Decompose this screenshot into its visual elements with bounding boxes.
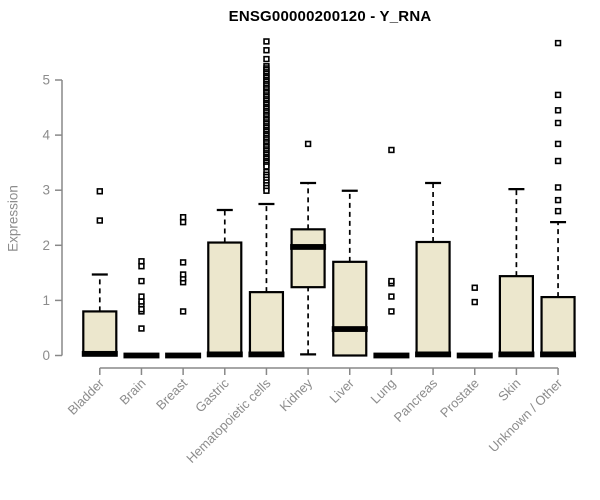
y-tick-label: 2: [42, 238, 50, 253]
outlier-point-hematopoietic-cells: [263, 38, 270, 45]
outlier-point-breast: [179, 308, 187, 315]
median-breast: [165, 352, 202, 359]
outlier-point-unknown-other: [554, 184, 562, 191]
outlier-point-bladder: [96, 217, 104, 224]
box-hematopoietic-cells: [248, 291, 285, 357]
box-kidney: [290, 228, 326, 289]
outlier-point-brain: [138, 293, 145, 300]
box-gastric: [207, 241, 243, 357]
outlier-point-brain: [138, 306, 145, 313]
box-bladder: [82, 310, 118, 357]
y-tick-label: 4: [42, 128, 50, 143]
outlier-point-unknown-other: [554, 107, 562, 114]
outlier-point-breast: [179, 218, 187, 226]
x-category-label: Kidney: [277, 375, 316, 414]
outlier-point-unknown-other: [554, 207, 562, 215]
x-category-label: Skin: [495, 376, 523, 404]
median-lung: [373, 352, 410, 359]
x-category-label: Brain: [117, 376, 149, 408]
outlier-point-prostate: [471, 284, 478, 291]
median-gastric: [206, 351, 243, 358]
outlier-point-unknown-other: [554, 91, 562, 99]
x-category-label: Pancreas: [391, 375, 441, 425]
x-category-label: Prostate: [437, 376, 482, 421]
outlier-point-hematopoietic-cells: [263, 163, 270, 170]
outlier-point-hematopoietic-cells: [263, 187, 270, 194]
outlier-point-lung: [388, 146, 395, 154]
x-category-label: Bladder: [65, 375, 108, 418]
box-pancreas: [415, 240, 451, 357]
x-category-label: Lung: [367, 376, 398, 407]
median-liver: [331, 326, 368, 332]
y-tick-label: 1: [42, 293, 50, 308]
outlier-point-brain: [138, 277, 145, 285]
x-category-label: Breast: [153, 375, 190, 412]
median-pancreas: [415, 351, 452, 358]
box-liver: [332, 260, 368, 357]
box-skin: [498, 275, 534, 357]
outlier-point-unknown-other: [554, 196, 562, 204]
chart-title: ENSG00000200120 - Y_RNA: [228, 8, 432, 25]
outlier-point-lung: [388, 277, 395, 285]
box-unknown-other: [540, 295, 576, 357]
median-hematopoietic-cells: [248, 351, 285, 358]
x-category-label: Liver: [326, 375, 357, 406]
outlier-point-unknown-other: [554, 119, 562, 127]
outlier-point-breast: [179, 259, 187, 266]
outlier-point-unknown-other: [554, 157, 562, 165]
median-brain: [123, 352, 160, 359]
outlier-point-kidney: [304, 140, 312, 148]
outlier-point-breast: [179, 271, 187, 278]
y-tick-label: 3: [42, 183, 50, 198]
outlier-point-hematopoietic-cells: [263, 47, 270, 54]
x-category-label: Gastric: [192, 375, 232, 415]
outlier-point-brain: [138, 325, 145, 332]
median-skin: [498, 351, 535, 358]
outlier-point-lung: [388, 308, 395, 315]
outlier-point-unknown-other: [554, 140, 562, 148]
median-unknown-other: [540, 351, 577, 358]
median-prostate: [456, 352, 493, 359]
outlier-point-unknown-other: [554, 39, 562, 47]
y-tick-label: 5: [42, 73, 50, 88]
outlier-point-brain: [138, 258, 145, 265]
outlier-point-breast: [179, 213, 187, 221]
outlier-point-lung: [388, 293, 395, 300]
median-bladder: [81, 350, 118, 357]
outlier-point-bladder: [96, 188, 104, 195]
outlier-point-brain: [138, 298, 145, 305]
x-category-label: Unknown / Other: [486, 375, 566, 455]
outlier-point-hematopoietic-cells: [263, 55, 270, 63]
y-tick-label: 0: [42, 348, 50, 363]
outlier-point-brain: [138, 263, 145, 270]
median-kidney: [290, 244, 327, 250]
outlier-point-prostate: [471, 298, 478, 306]
